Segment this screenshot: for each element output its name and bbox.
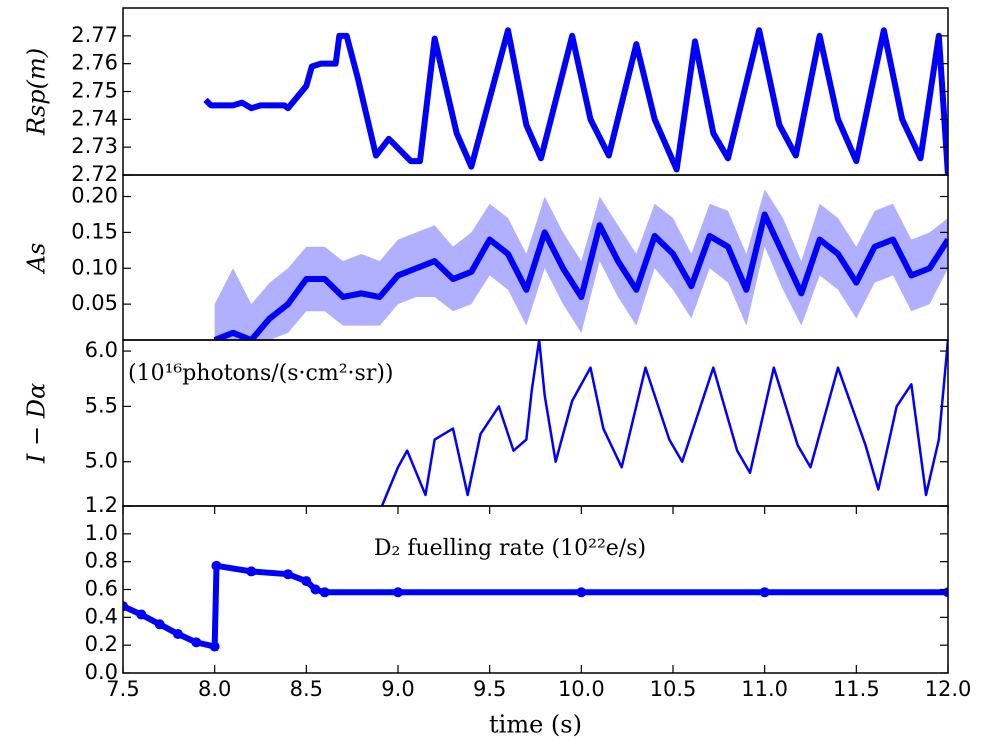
data-point	[576, 587, 587, 598]
x-tick-label: 11.5	[833, 677, 880, 701]
y-tick-label: 2.73	[71, 134, 118, 158]
data-point	[319, 587, 330, 598]
y-tick-label: 5.5	[85, 393, 118, 417]
y-axis-label: I − Dα	[23, 383, 51, 464]
data-point	[154, 619, 165, 630]
y-tick-label: 0.6	[85, 577, 118, 601]
y-axis-label: Rsp(m)	[23, 48, 51, 136]
y-tick-label: 0.8	[85, 549, 118, 573]
x-tick-label: 11.0	[741, 677, 788, 701]
y-tick-label: 0.15	[71, 219, 118, 243]
y-tick-label: 2.75	[71, 79, 118, 103]
x-tick-label: 8.5	[290, 677, 323, 701]
data-point	[246, 566, 257, 577]
data-point	[310, 584, 321, 595]
x-axis-label: time (s)	[489, 711, 582, 739]
y-tick-label: 0.05	[71, 291, 118, 315]
y-tick-label: 2.72	[71, 162, 118, 186]
x-tick-label: 9.0	[381, 677, 414, 701]
y-tick-label: 0.20	[71, 184, 118, 208]
y-tick-label: 2.74	[71, 106, 118, 130]
annotation: (10¹⁶photons/(s·cm²·sr))	[128, 361, 394, 386]
y-tick-label: 0.0	[85, 660, 118, 684]
y-tick-label: 1.2	[85, 493, 118, 517]
x-tick-label: 9.5	[473, 677, 506, 701]
y-tick-label: 2.76	[71, 51, 118, 75]
plot-area	[213, 189, 948, 340]
data-point	[123, 601, 128, 612]
data-point	[301, 576, 312, 587]
data-line	[203, 27, 948, 175]
plot-area	[380, 340, 948, 506]
y-tick-label: 5.0	[85, 449, 118, 473]
y-tick-label: 1.0	[85, 521, 118, 545]
data-point	[759, 587, 770, 598]
y-tick-label: 2.77	[71, 23, 118, 47]
x-tick-label: 12.0	[925, 677, 972, 701]
data-point	[211, 560, 222, 571]
data-point	[173, 629, 183, 640]
y-tick-label: 0.4	[85, 604, 118, 628]
data-point	[393, 587, 403, 598]
y-tick-label: 0.2	[85, 632, 118, 656]
y-axis-label: As	[23, 243, 51, 275]
uncertainty-band	[214, 189, 948, 340]
data-point	[283, 569, 293, 580]
plot-area	[123, 560, 948, 652]
y-tick-label: 6.0	[85, 338, 118, 362]
data-line	[213, 211, 948, 340]
plot-area	[203, 27, 948, 175]
x-tick-label: 8.0	[198, 677, 231, 701]
data-point	[136, 609, 147, 620]
y-tick-label: 0.10	[71, 255, 118, 279]
data-line	[380, 340, 948, 506]
x-tick-label: 7.5	[106, 677, 139, 701]
data-line	[123, 562, 948, 650]
data-point	[209, 641, 220, 652]
data-point	[191, 637, 202, 648]
x-tick-label: 10.5	[650, 677, 697, 701]
x-tick-label: 10.0	[558, 677, 605, 701]
annotation: D₂ fuelling rate (10²²e/s)	[374, 536, 646, 561]
